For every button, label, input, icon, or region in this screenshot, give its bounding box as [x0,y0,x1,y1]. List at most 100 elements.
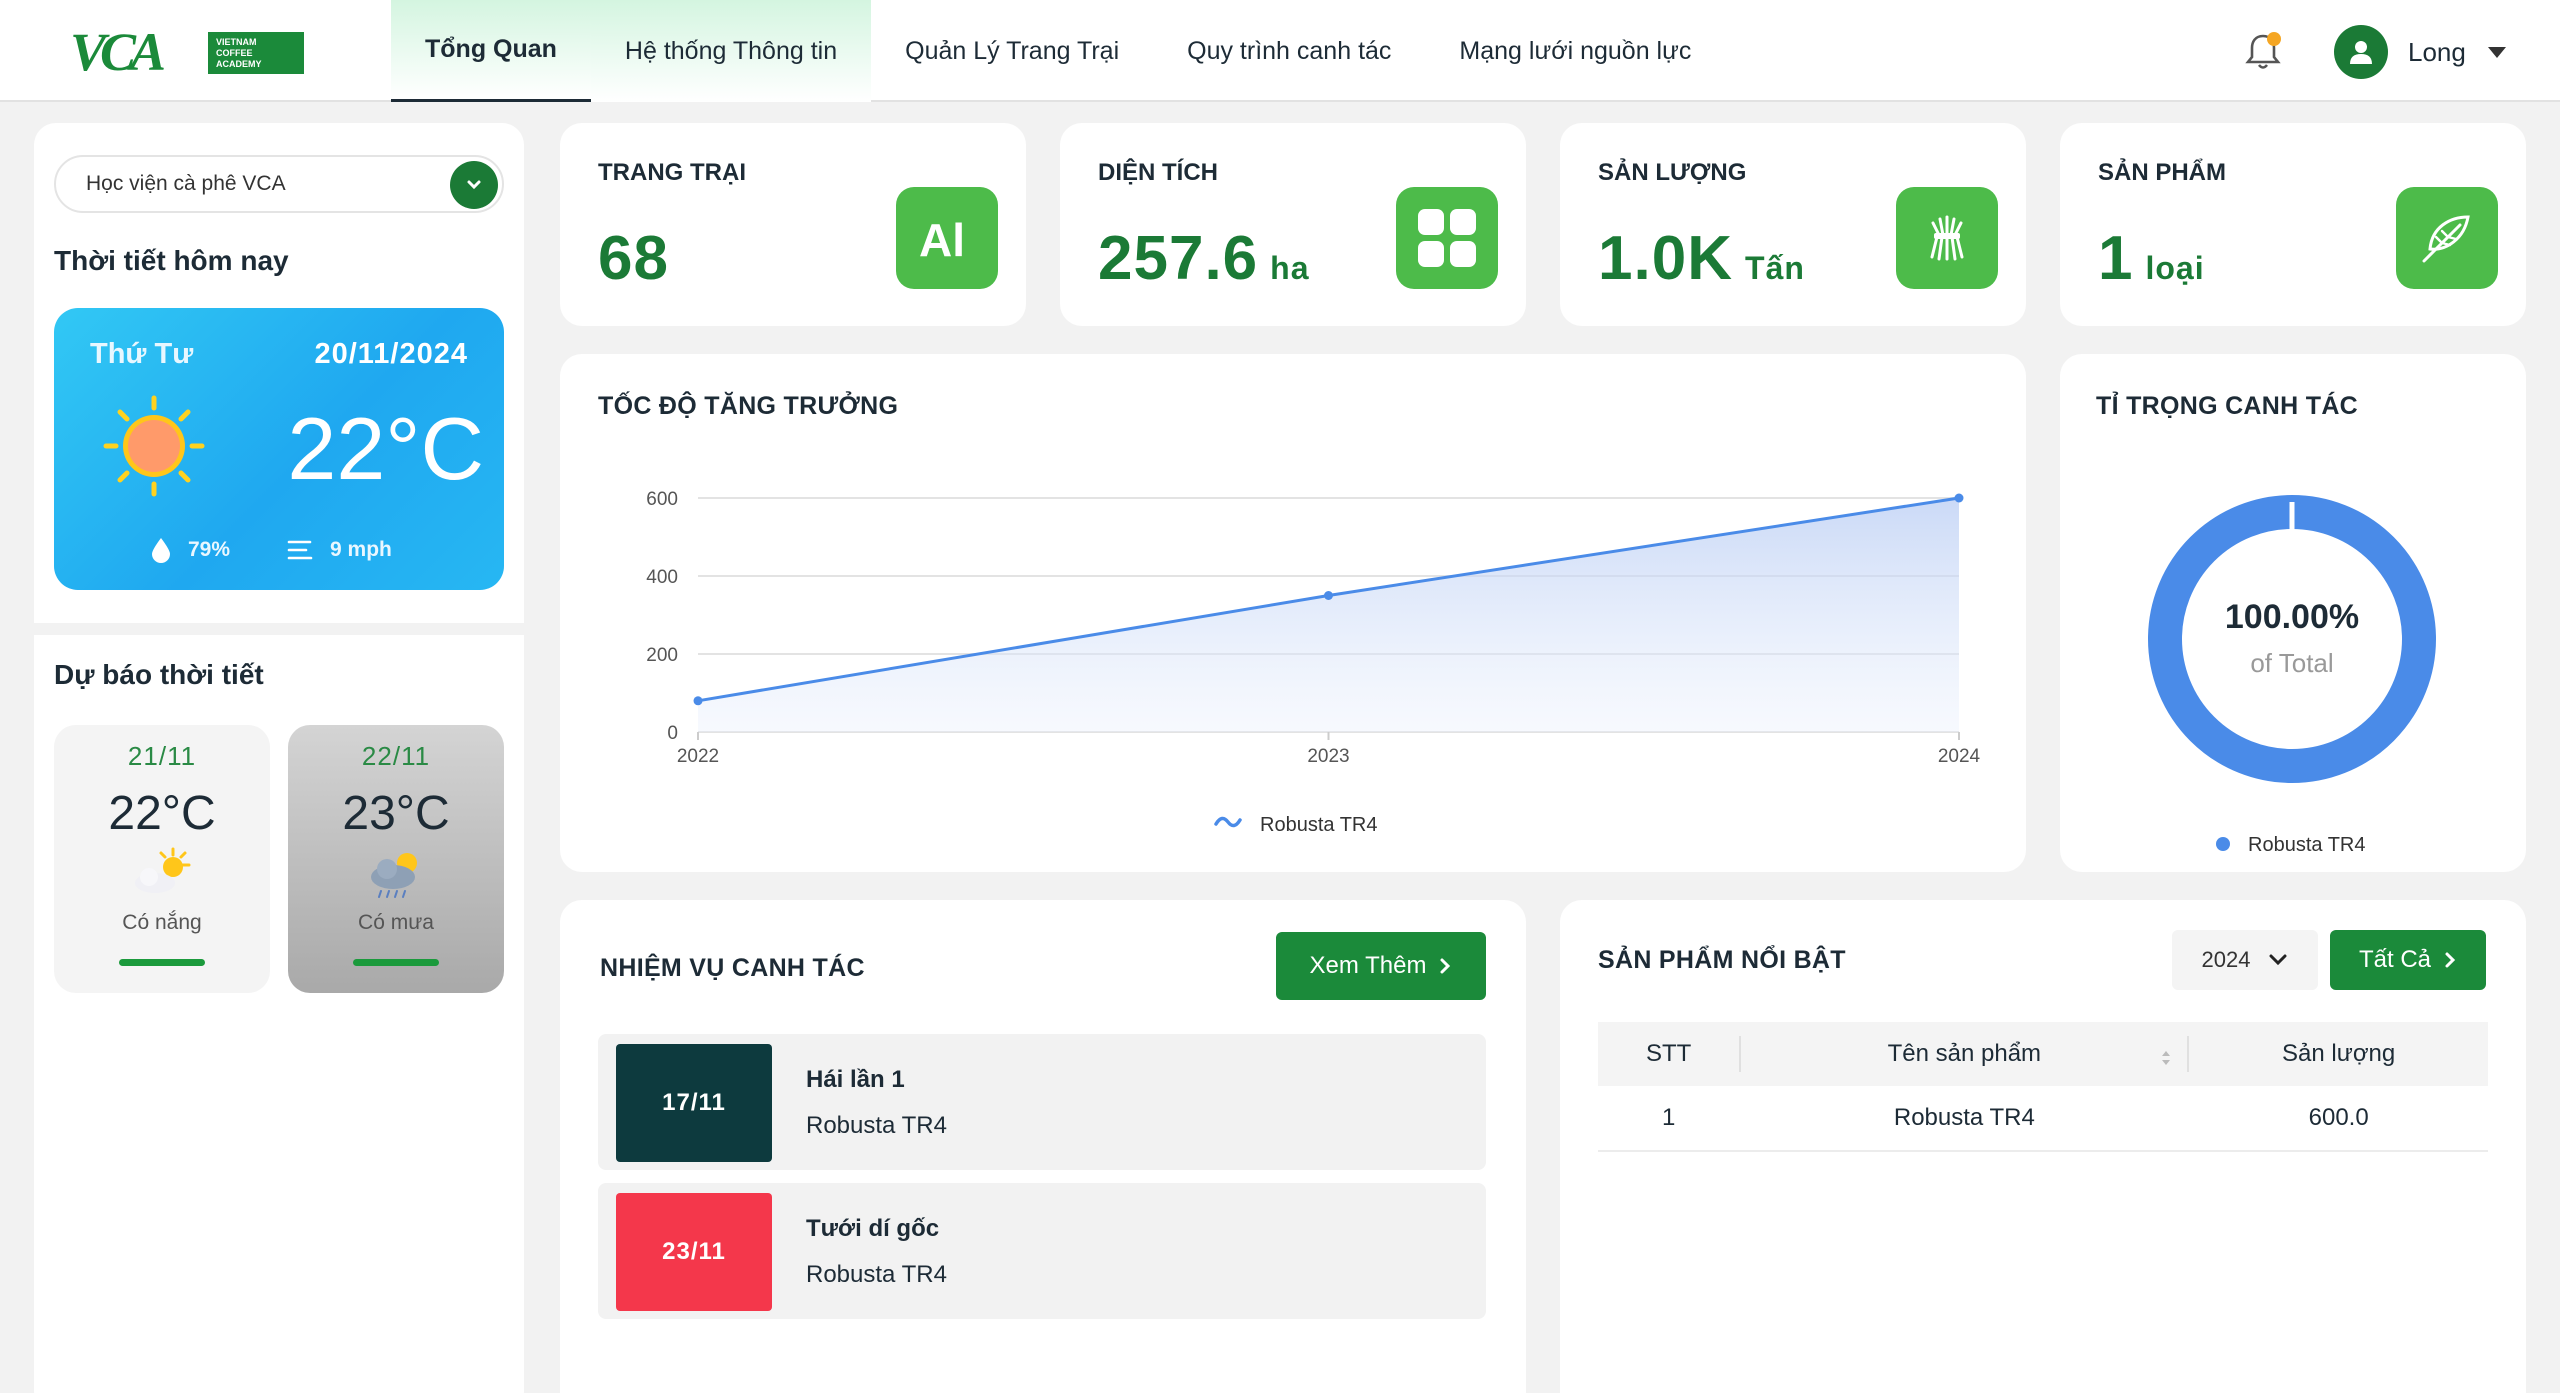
forecast-temp: 22°C [108,787,216,840]
forecast-date: 22/11 [361,741,431,771]
wheat-bundle-icon [1896,187,1998,289]
legend-dot [2216,837,2230,851]
vca-logo[interactable]: VCA VIETNAM COFFEE ACADEMY [70,22,304,82]
today-humidity: 79% [188,538,231,561]
data-point[interactable] [1954,493,1964,503]
nav-mang-luoi-nguon-luc[interactable]: Mạng lưới nguồn lực [1459,36,1692,65]
sidebar-divider [34,623,524,635]
legend-line-icon [1214,816,1242,828]
year-select[interactable]: 2024 [2172,930,2318,990]
leaf-icon [2396,187,2498,289]
rain-cloud-icon [288,847,504,898]
forecast-date: 21/11 [127,741,197,771]
forecast-condition: Có nắng [122,911,202,934]
growth-chart-card: TỐC ĐỘ TĂNG TRƯỞNG 0 200 400 600 2022 2023 202… [560,354,2026,872]
user-avatar-icon[interactable] [2334,25,2388,79]
forecast-card-sunny[interactable]: 21/11 22°C Có nắng [54,725,270,993]
stat-card-farms[interactable]: TRANG TRẠI 68 Al [560,123,1026,326]
today-weather-card: Thứ Tư 20/11/2024 22°C 79% 9 mph [54,308,504,590]
share-chart-title: TỈ TRỌNG CANH TÁC [2096,392,2359,420]
user-menu[interactable]: Long [2334,24,2506,80]
stat-card-yield[interactable]: SẢN LƯỢNG 1.0K Tấn [1560,123,2026,326]
today-temperature: 22°C [287,399,484,498]
chart-legend-label[interactable]: Robusta TR4 [1260,814,1377,836]
column-header-quantity[interactable]: Sản lượng [2282,1040,2396,1067]
y-tick-label: 400 [646,567,678,588]
donut-center-label: of Total [2250,648,2333,678]
donut-slice-robusta-tr4[interactable] [2148,495,2436,783]
all-products-label: Tất Cả [2358,946,2432,973]
view-more-button[interactable]: Xem Thêm [1276,932,1486,1000]
stat-card-area[interactable]: DIỆN TÍCH 257.6 ha [1060,123,1526,326]
x-tick-label: 2024 [1938,746,1981,767]
share-chart-card: TỈ TRỌNG CANH TÁC 100.00% of Total Robus… [2060,354,2526,872]
grid-icon [1396,187,1498,289]
table-header: STT Tên sản phẩm Sản lượng [1598,1022,2488,1086]
data-point[interactable] [1324,591,1333,600]
products-table: STT Tên sản phẩm Sản lượng 1 Robusta TR4… [1598,1022,2488,1152]
academy-select-value: Học viện cà phê VCA [86,172,286,195]
series-area-fill [698,498,1959,732]
y-tick-label: 600 [646,489,678,510]
nav-tong-quan[interactable]: Tổng Quan [391,0,591,102]
today-meta: 79% 9 mph [150,536,392,564]
stat-label: DIỆN TÍCH [1098,159,1218,186]
task-product: Robusta TR4 [806,1261,947,1288]
cell-quantity: 600.0 [2308,1104,2369,1131]
user-name: Long [2408,36,2466,67]
y-tick-label: 200 [646,645,678,666]
task-date: 23/11 [616,1193,772,1311]
svg-text:Al: Al [919,216,965,260]
humidity-drop-icon [152,538,170,563]
forecast-title: Dự báo thời tiết [54,659,264,690]
table-row[interactable]: 1 Robusta TR4 600.0 [1598,1086,2488,1152]
donut-legend-label[interactable]: Robusta TR4 [2248,834,2365,856]
forecast-indicator-bar [119,959,205,966]
year-select-value: 2024 [2201,947,2251,972]
column-header-product-name[interactable]: Tên sản phẩm [1741,1040,2187,1068]
svg-text:VIETNAM: VIETNAM [216,37,257,47]
chevron-down-icon [2269,954,2287,966]
task-item[interactable]: 23/11 Tưới dí gốc Robusta TR4 [598,1183,1486,1319]
stat-label: SẢN LƯỢNG [1598,159,1747,186]
weather-today-title: Thời tiết hôm nay [54,245,289,276]
featured-products-card: SẢN PHẨM NỔI BẬT 2024 Tất Cả STT Tên sản… [1560,900,2526,1393]
column-header-stt[interactable]: STT [1646,1040,1692,1067]
chevron-down-icon[interactable] [2487,46,2506,58]
chevron-right-icon [1440,958,1451,974]
cell-product-name: Robusta TR4 [1893,1104,2035,1131]
task-name: Tưới dí gốc [806,1215,940,1242]
all-products-button[interactable]: Tất Cả [2330,930,2486,990]
data-point[interactable] [693,696,703,706]
stat-label: TRANG TRẠI [598,159,746,186]
view-more-label: Xem Thêm [1309,952,1427,979]
wind-icon [287,540,313,560]
forecast-condition: Có mưa [358,911,434,934]
notification-bell-icon[interactable] [2242,30,2284,72]
cell-stt: 1 [1662,1104,1676,1131]
task-item[interactable]: 17/11 Hái lần 1 Robusta TR4 [598,1034,1486,1170]
growth-chart-title: TỐC ĐỘ TĂNG TRƯỞNG [598,392,899,420]
stat-value: 68 [598,224,669,293]
sun-icon [103,395,205,497]
nav-quy-trinh-canh-tac[interactable]: Quy trình canh tác [1187,36,1392,65]
y-tick-label: 0 [667,723,678,744]
sunny-cloud-icon [54,847,270,897]
tasks-card: NHIỆM VỤ CANH TÁC Xem Thêm 17/11 Hái lần… [560,900,1526,1393]
nav-he-thong-thong-tin[interactable]: Hệ thống Thông tin [590,0,872,102]
forecast-card-rain[interactable]: 22/11 23°C Có mưa [288,725,504,993]
top-navbar: VCA VIETNAM COFFEE ACADEMY Tổng Quan Hệ … [0,0,2560,102]
sort-icon[interactable] [2159,1046,2173,1070]
chevron-down-icon[interactable] [450,161,498,209]
nav-quan-ly-trang-trai[interactable]: Quản Lý Trang Trại [905,36,1120,65]
share-donut-chart: 100.00% of Total Robusta TR4 [2148,495,2436,856]
stat-card-products[interactable]: SẢN PHẨM 1 loại [2060,123,2526,326]
forecast-indicator-bar [353,959,439,966]
chevron-right-icon [2445,952,2456,968]
featured-products-title: SẢN PHẨM NỔI BẬT [1598,946,1846,974]
today-date: 20/11/2024 [314,338,468,370]
tasks-title: NHIỆM VỤ CANH TÁC [600,954,865,982]
logo-letters: VCA [70,26,164,76]
academy-select[interactable]: Học viện cà phê VCA [54,155,504,213]
task-product: Robusta TR4 [806,1112,947,1139]
